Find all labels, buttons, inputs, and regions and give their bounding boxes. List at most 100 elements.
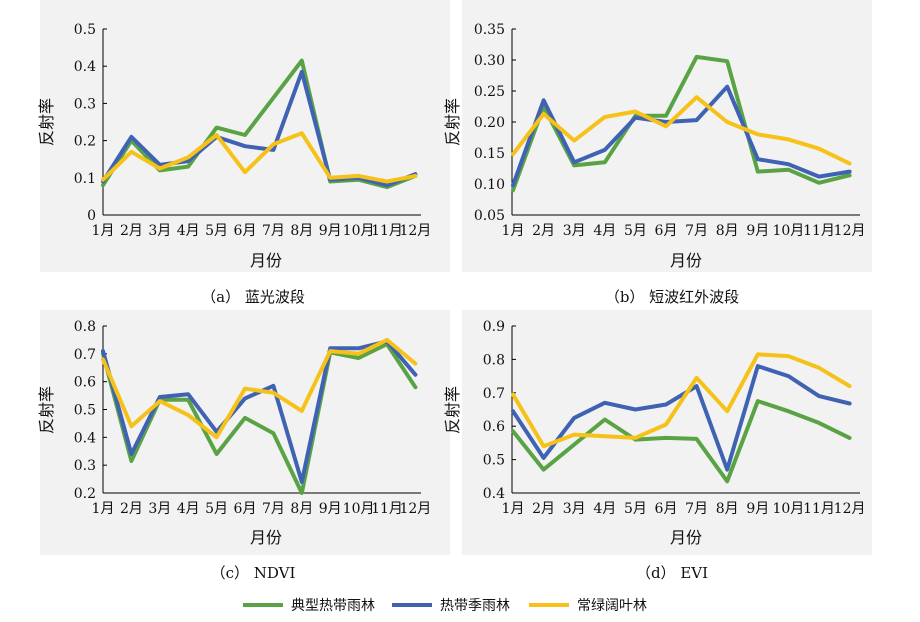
x-tick-label: 2月 bbox=[532, 501, 555, 517]
y-tick-label: 0.7 bbox=[483, 386, 505, 402]
x-tick-label: 2月 bbox=[532, 223, 555, 239]
y-tick-label: 0.8 bbox=[483, 352, 505, 368]
y-tick-label: 0 bbox=[87, 208, 96, 224]
y-tick-label: 0.05 bbox=[474, 208, 505, 224]
x-tick-label: 9月 bbox=[746, 501, 769, 517]
x-tick-label: 11月 bbox=[803, 223, 835, 239]
x-tick-label: 11月 bbox=[371, 223, 403, 239]
x-tick-label: 12月 bbox=[399, 223, 431, 239]
y-tick-label: 0.7 bbox=[74, 347, 96, 363]
panel-caption: （c） NDVI bbox=[211, 564, 296, 582]
x-tick-label: 2月 bbox=[120, 501, 143, 517]
series-line-blue bbox=[511, 84, 852, 188]
x-tick-label: 11月 bbox=[803, 501, 835, 517]
y-tick-label: 0.30 bbox=[474, 53, 505, 69]
x-tick-label: 5月 bbox=[205, 223, 228, 239]
x-tick-label: 3月 bbox=[563, 501, 586, 517]
y-tick-label: 0.3 bbox=[74, 96, 96, 112]
x-tick-label: 7月 bbox=[262, 223, 285, 239]
x-tick-label: 5月 bbox=[205, 501, 228, 517]
x-tick-label: 4月 bbox=[177, 223, 200, 239]
x-tick-label: 6月 bbox=[234, 501, 257, 517]
series-line-yellow bbox=[511, 352, 852, 449]
series-line-green bbox=[511, 399, 852, 484]
panel-c-background bbox=[40, 310, 450, 555]
y-tick-label: 0.5 bbox=[74, 403, 96, 419]
y-tick-label: 0.25 bbox=[474, 84, 505, 100]
x-tick-label: 1月 bbox=[92, 501, 115, 517]
x-tick-label: 5月 bbox=[624, 223, 647, 239]
series-line-yellow bbox=[101, 131, 418, 184]
x-axis-title: 月份 bbox=[250, 251, 282, 270]
panel-caption: （a） 蓝光波段 bbox=[201, 288, 305, 306]
x-axis-title: 月份 bbox=[670, 251, 702, 270]
x-tick-label: 4月 bbox=[593, 223, 616, 239]
x-tick-label: 8月 bbox=[716, 501, 739, 517]
x-tick-label: 6月 bbox=[655, 501, 678, 517]
y-tick-label: 0.6 bbox=[74, 375, 96, 391]
x-tick-label: 8月 bbox=[290, 501, 313, 517]
x-tick-label: 10月 bbox=[343, 501, 375, 517]
y-axis-title: 反射率 bbox=[37, 98, 56, 146]
series-line-blue bbox=[511, 364, 852, 472]
y-tick-label: 0.2 bbox=[74, 486, 96, 502]
legend-label: 常绿阔叶林 bbox=[577, 598, 647, 614]
y-axis-title: 反射率 bbox=[443, 98, 462, 146]
y-tick-label: 0.2 bbox=[74, 134, 96, 150]
y-tick-label: 0.35 bbox=[474, 22, 505, 38]
y-tick-label: 0.9 bbox=[483, 319, 505, 335]
chart-panel-c: 反射率 月份 （c） NDVI 0.2 0.3 0.4 0.5 0.6 0.7 0.8 1月 2… bbox=[37, 319, 431, 582]
x-tick-label: 2月 bbox=[120, 223, 143, 239]
x-tick-label: 1月 bbox=[502, 501, 525, 517]
series-line-yellow bbox=[101, 337, 418, 440]
y-tick-label: 0.3 bbox=[74, 458, 96, 474]
x-tick-label: 10月 bbox=[343, 223, 375, 239]
x-tick-label: 7月 bbox=[685, 501, 708, 517]
x-tick-label: 12月 bbox=[834, 501, 866, 517]
y-tick-label: 0.4 bbox=[483, 486, 505, 502]
panel-d-background bbox=[462, 310, 872, 555]
x-tick-label: 6月 bbox=[234, 223, 257, 239]
x-tick-label: 1月 bbox=[92, 223, 115, 239]
x-tick-label: 4月 bbox=[593, 501, 616, 517]
x-tick-label: 4月 bbox=[177, 501, 200, 517]
y-axis-title: 反射率 bbox=[37, 386, 56, 434]
x-tick-label: 5月 bbox=[624, 501, 647, 517]
y-tick-label: 0.1 bbox=[74, 171, 96, 187]
chart-panel-b: 反射率 月份 （b） 短波红外波段 0.05 0.10 0.15 0.20 0.25 0.… bbox=[443, 22, 866, 306]
y-axis-title: 反射率 bbox=[443, 386, 462, 434]
y-tick-label: 0.15 bbox=[474, 146, 505, 162]
legend-label: 典型热带雨林 bbox=[291, 598, 375, 614]
series-line-blue bbox=[101, 69, 418, 188]
x-axis-title: 月份 bbox=[250, 528, 282, 547]
x-tick-label: 9月 bbox=[319, 501, 342, 517]
chart-panel-a: 反射率 月份 （a） 蓝光波段 0 0.1 0.2 0.3 0.4 0.5 1月 2月 3月 4月… bbox=[37, 22, 431, 306]
y-tick-label: 0.10 bbox=[474, 177, 505, 193]
chart-panel-d: 反射率 月份 （d） EVI 0.4 0.5 0.6 0.7 0.8 0.9 1月 2月 3月 4… bbox=[443, 319, 866, 582]
x-tick-label: 8月 bbox=[716, 223, 739, 239]
legend-label: 热带季雨林 bbox=[440, 598, 510, 614]
y-tick-label: 0.6 bbox=[483, 419, 505, 435]
y-tick-label: 0.20 bbox=[474, 115, 505, 131]
x-tick-label: 10月 bbox=[772, 501, 804, 517]
panel-caption: （b） 短波红外波段 bbox=[605, 288, 739, 306]
y-tick-label: 0.4 bbox=[74, 430, 96, 446]
x-tick-label: 1月 bbox=[502, 223, 525, 239]
y-tick-label: 0.5 bbox=[483, 453, 505, 469]
x-tick-label: 7月 bbox=[262, 501, 285, 517]
panel-caption: （d） EVI bbox=[636, 564, 708, 582]
x-tick-label: 3月 bbox=[563, 223, 586, 239]
x-tick-label: 12月 bbox=[399, 501, 431, 517]
series-line-yellow bbox=[511, 95, 852, 166]
x-tick-label: 6月 bbox=[655, 223, 678, 239]
y-tick-label: 0.4 bbox=[74, 59, 96, 75]
x-tick-label: 3月 bbox=[148, 501, 171, 517]
x-tick-label: 12月 bbox=[834, 223, 866, 239]
x-tick-label: 9月 bbox=[746, 223, 769, 239]
x-tick-label: 11月 bbox=[371, 501, 403, 517]
x-axis-title: 月份 bbox=[670, 528, 702, 547]
x-tick-label: 10月 bbox=[772, 223, 804, 239]
x-tick-label: 7月 bbox=[685, 223, 708, 239]
x-tick-label: 9月 bbox=[319, 223, 342, 239]
